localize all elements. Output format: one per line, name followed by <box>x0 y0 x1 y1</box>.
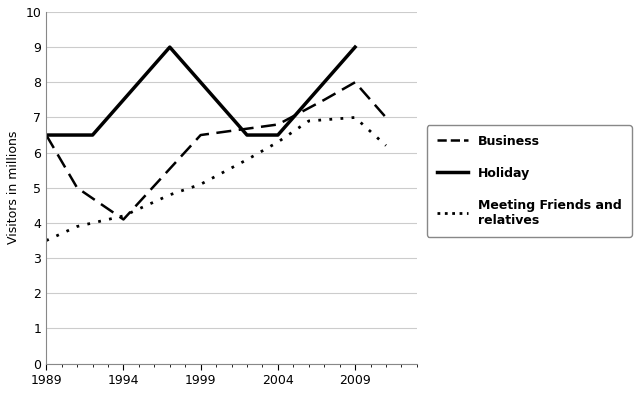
Business <box>351 80 359 85</box>
Holiday <box>274 133 282 138</box>
Meeting Friends and
relatives <box>274 140 282 145</box>
Line: Holiday: Holiday <box>46 47 355 135</box>
Y-axis label: Visitors in millions: Visitors in millions <box>7 131 20 245</box>
Meeting Friends and
relatives <box>166 192 173 197</box>
Legend: Business, Holiday, Meeting Friends and
relatives: Business, Holiday, Meeting Friends and r… <box>427 125 632 236</box>
Business <box>120 217 127 222</box>
Meeting Friends and
relatives <box>243 157 251 162</box>
Holiday <box>351 45 359 50</box>
Business <box>74 186 81 190</box>
Business <box>274 122 282 127</box>
Business <box>197 133 205 138</box>
Meeting Friends and
relatives <box>305 119 312 123</box>
Meeting Friends and
relatives <box>120 214 127 218</box>
Line: Business: Business <box>46 82 386 219</box>
Holiday <box>42 133 50 138</box>
Business <box>42 133 50 138</box>
Meeting Friends and
relatives <box>197 182 205 187</box>
Business <box>321 97 328 102</box>
Holiday <box>243 133 251 138</box>
Line: Meeting Friends and
relatives: Meeting Friends and relatives <box>46 117 386 241</box>
Business <box>382 115 390 120</box>
Holiday <box>89 133 97 138</box>
Holiday <box>166 45 173 50</box>
Meeting Friends and
relatives <box>42 238 50 243</box>
Meeting Friends and
relatives <box>382 143 390 148</box>
Meeting Friends and
relatives <box>351 115 359 120</box>
Meeting Friends and
relatives <box>74 224 81 229</box>
